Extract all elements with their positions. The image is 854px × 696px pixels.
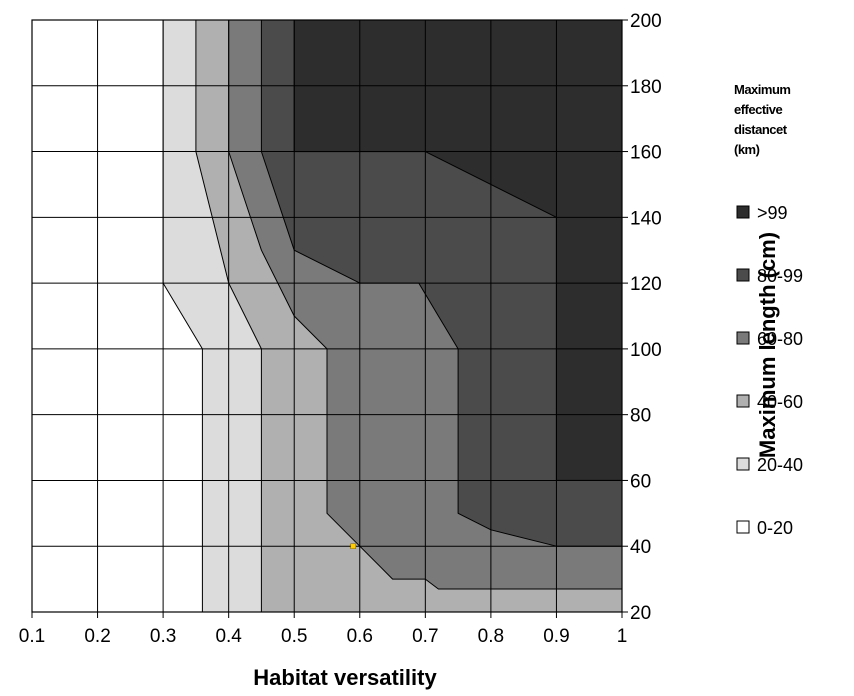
axes — [31, 19, 628, 618]
y-tick-label-3: 80 — [630, 406, 651, 427]
x-tick-label-0: 0.1 — [19, 626, 45, 647]
x-tick-label-3: 0.4 — [215, 626, 242, 647]
y-tick-label-4: 100 — [630, 340, 662, 361]
legend-label-4: 20-40 — [757, 455, 803, 475]
x-tick-label-2: 0.3 — [150, 626, 176, 647]
y-tick-label-2: 60 — [630, 471, 651, 492]
y-tick-label-6: 140 — [630, 208, 662, 229]
x-tick-label-1: 0.2 — [84, 626, 110, 647]
y-axis-title: Maximum length (cm) — [755, 232, 780, 458]
x-tick-label-8: 0.9 — [543, 626, 569, 647]
legend-label-1: 80-99 — [757, 266, 803, 286]
y-tick-label-7: 160 — [630, 143, 662, 164]
y-tick-label-9: 200 — [630, 11, 662, 32]
x-tick-label-6: 0.7 — [412, 626, 438, 647]
x-tick-label-5: 0.6 — [347, 626, 373, 647]
x-tick-label-7: 0.8 — [478, 626, 504, 647]
y-tick-labels: 20 40 60 80 100 120 140 160 180 200 — [630, 11, 662, 624]
highlight-marker — [350, 543, 356, 549]
x-tick-label-4: 0.5 — [281, 626, 307, 647]
legend-swatch-1 — [736, 268, 750, 282]
legend-swatch-5 — [736, 520, 750, 534]
y-tick-label-1: 40 — [630, 537, 651, 558]
legend-label-2: 60-80 — [757, 329, 803, 349]
legend-swatch-4 — [736, 457, 750, 471]
y-tick-label-8: 180 — [630, 77, 662, 98]
x-tick-labels: 0.1 0.2 0.3 0.4 0.5 0.6 0.7 0.8 0.9 1 — [19, 626, 628, 647]
legend-title-line-0: Maximum — [734, 82, 790, 97]
legend-title-line-1: effective — [734, 102, 783, 117]
plot-frame — [31, 19, 623, 613]
contour-regions — [162, 19, 623, 613]
legend-swatch-3 — [736, 394, 750, 408]
legend-swatch-0 — [736, 205, 750, 219]
legend: >99 80-99 60-80 40-60 20-40 0-20 — [736, 203, 803, 538]
marker-point — [350, 543, 356, 549]
legend-label-5: 0-20 — [757, 518, 793, 538]
y-tick-label-5: 120 — [630, 274, 662, 295]
legend-label-0: >99 — [757, 203, 788, 223]
legend-title-line-3: (km) — [734, 142, 760, 157]
legend-label-3: 40-60 — [757, 392, 803, 412]
y-tick-label-0: 20 — [630, 603, 651, 624]
x-tick-label-9: 1 — [617, 626, 628, 647]
legend-swatch-2 — [736, 331, 750, 345]
legend-title: Maximum effective distancet (km) — [734, 82, 791, 157]
legend-title-line-2: distancet — [734, 122, 788, 137]
x-axis-title: Habitat versatility — [253, 665, 437, 690]
